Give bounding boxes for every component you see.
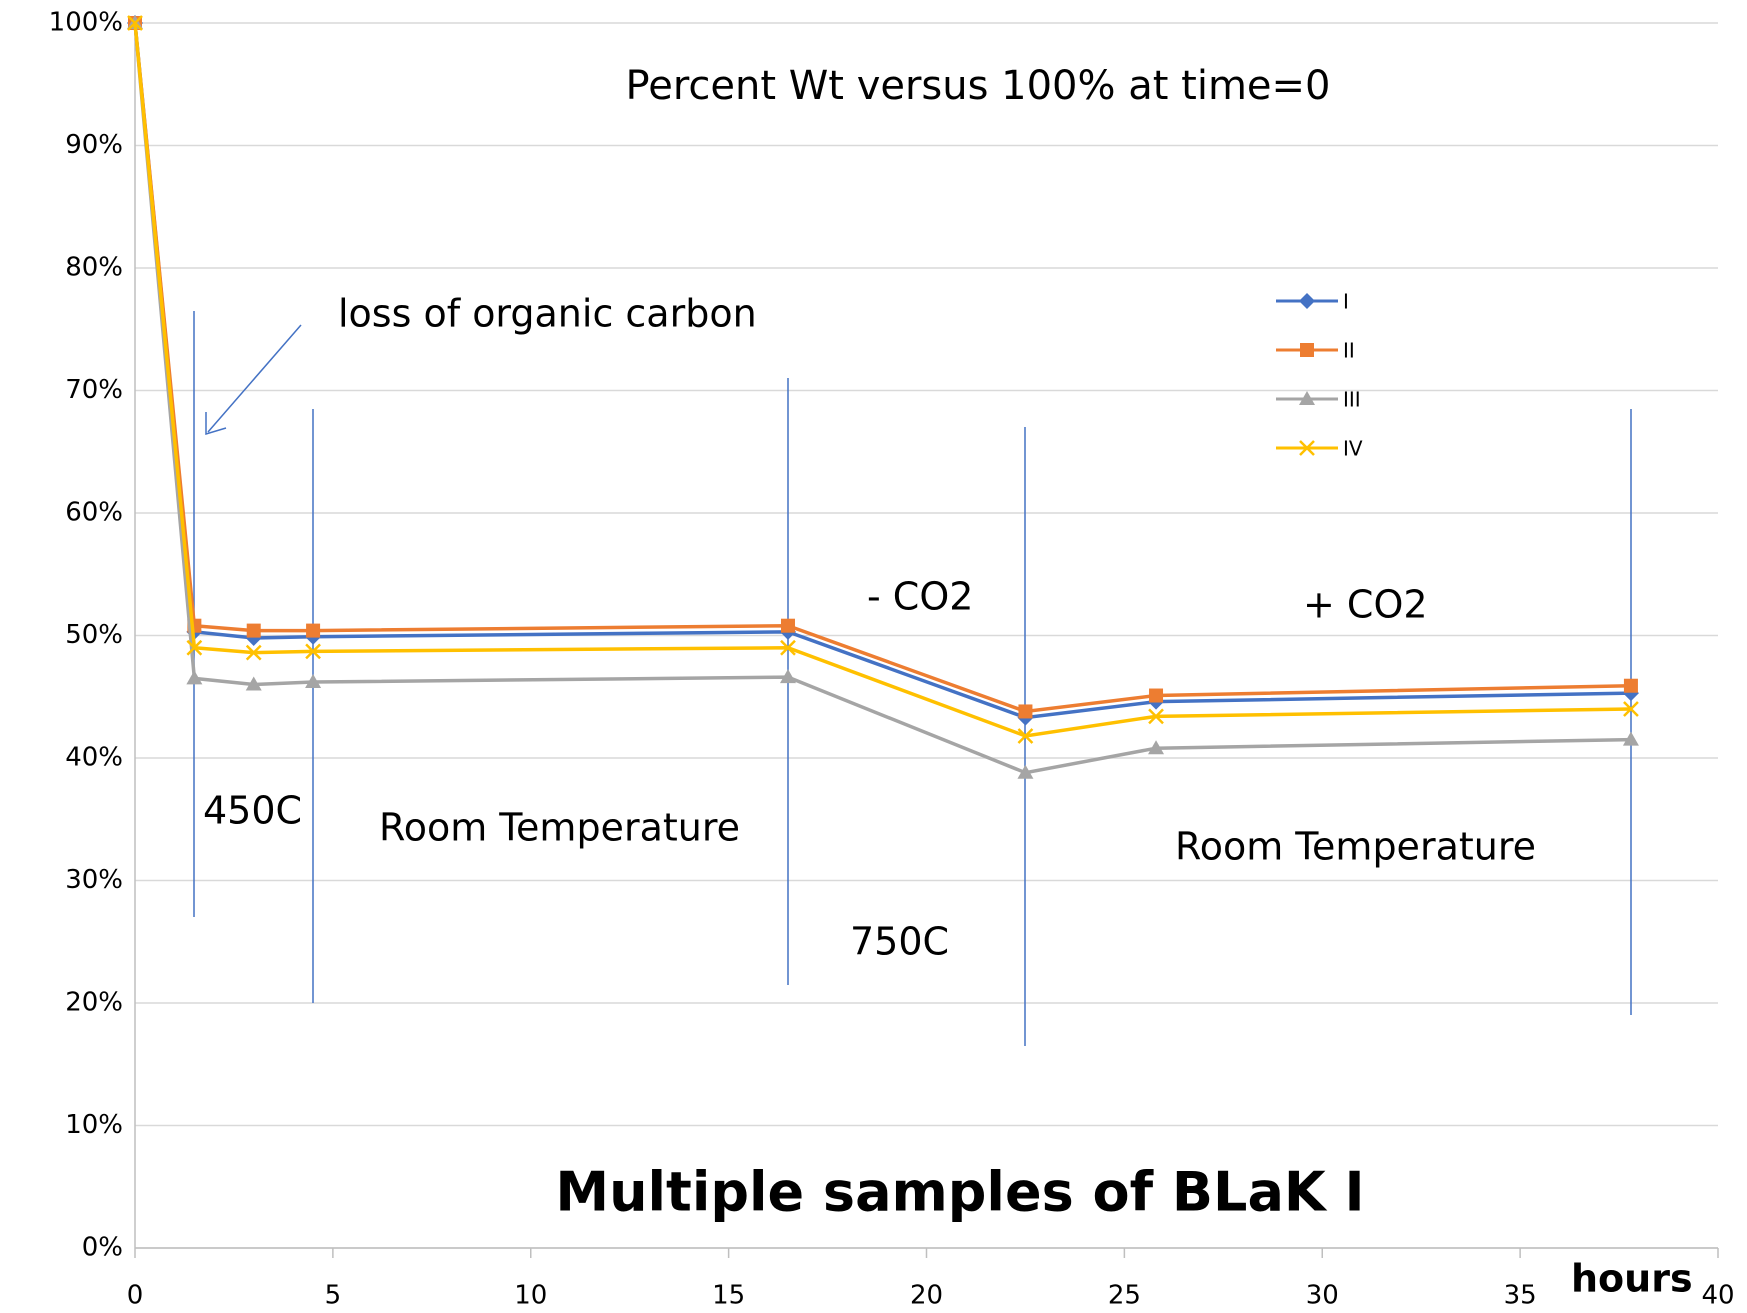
marker bbox=[306, 623, 321, 638]
x-axis-label: hours bbox=[1571, 1257, 1693, 1301]
marker bbox=[246, 623, 261, 638]
legend-marker bbox=[1299, 293, 1315, 309]
y-tick-label: 30% bbox=[65, 865, 123, 895]
x-tick-label: 20 bbox=[910, 1281, 943, 1311]
annotation: Room Temperature bbox=[1175, 825, 1536, 869]
legend-label: III bbox=[1343, 388, 1361, 412]
y-tick-label: 60% bbox=[65, 498, 123, 528]
marker bbox=[780, 618, 795, 633]
marker bbox=[1149, 688, 1164, 703]
annotation: 450C bbox=[203, 789, 302, 833]
x-tick-label: 30 bbox=[1306, 1281, 1339, 1311]
series-line bbox=[133, 22, 1631, 775]
marker bbox=[1623, 701, 1639, 717]
series-line bbox=[133, 22, 1631, 738]
legend-marker bbox=[1299, 391, 1315, 405]
marker bbox=[245, 676, 262, 691]
annotation: loss of organic carbon bbox=[338, 292, 757, 336]
marker bbox=[245, 644, 262, 661]
x-tick-label: 25 bbox=[1108, 1281, 1141, 1311]
series bbox=[127, 15, 1639, 744]
y-tick-label: 40% bbox=[65, 743, 123, 773]
y-tick-label: 0% bbox=[82, 1233, 123, 1263]
marker bbox=[1017, 728, 1034, 744]
legend-label: II bbox=[1343, 339, 1355, 363]
legend-marker bbox=[1300, 343, 1314, 357]
legend-marker bbox=[1299, 440, 1315, 456]
x-tick-label: 35 bbox=[1504, 1281, 1537, 1311]
grid bbox=[134, 22, 1719, 1258]
series-line bbox=[133, 22, 1631, 720]
marker bbox=[1017, 764, 1034, 779]
x-tick-label: 0 bbox=[127, 1281, 144, 1311]
y-tick-label: 10% bbox=[65, 1110, 123, 1140]
marker bbox=[305, 674, 322, 689]
y-tick-label: 20% bbox=[65, 988, 123, 1018]
x-tick-label: 40 bbox=[1701, 1281, 1734, 1311]
annotation: - CO2 bbox=[867, 575, 973, 619]
marker bbox=[127, 15, 143, 31]
annotation: + CO2 bbox=[1303, 583, 1428, 627]
chart-title: Percent Wt versus 100% at time=0 bbox=[626, 63, 1331, 109]
marker bbox=[1623, 678, 1638, 693]
legend-label: IV bbox=[1343, 437, 1363, 461]
marker bbox=[186, 670, 203, 685]
series bbox=[127, 15, 1639, 779]
marker bbox=[186, 639, 203, 656]
x-tick-label: 5 bbox=[325, 1281, 342, 1311]
marker bbox=[780, 639, 796, 656]
marker bbox=[1018, 704, 1033, 719]
x-tick-label: 15 bbox=[712, 1281, 745, 1311]
marker bbox=[305, 643, 321, 660]
arrow bbox=[207, 324, 302, 433]
series-line bbox=[133, 22, 1631, 714]
annotation: 750C bbox=[850, 920, 949, 964]
y-tick-label: 100% bbox=[49, 8, 123, 38]
marker bbox=[1148, 740, 1165, 755]
y-tick-label: 50% bbox=[65, 620, 123, 650]
y-tick-label: 80% bbox=[65, 253, 123, 283]
marker bbox=[779, 669, 796, 684]
marker bbox=[1148, 708, 1164, 725]
y-tick-label: 70% bbox=[65, 375, 123, 405]
annotation: Room Temperature bbox=[379, 806, 740, 850]
chart-subtitle: Multiple samples of BLaK I bbox=[555, 1161, 1364, 1224]
y-tick-label: 90% bbox=[65, 130, 123, 160]
arrow-head bbox=[205, 412, 227, 436]
x-tick-label: 10 bbox=[514, 1281, 547, 1311]
legend-label: I bbox=[1343, 290, 1349, 314]
marker bbox=[1622, 731, 1639, 746]
